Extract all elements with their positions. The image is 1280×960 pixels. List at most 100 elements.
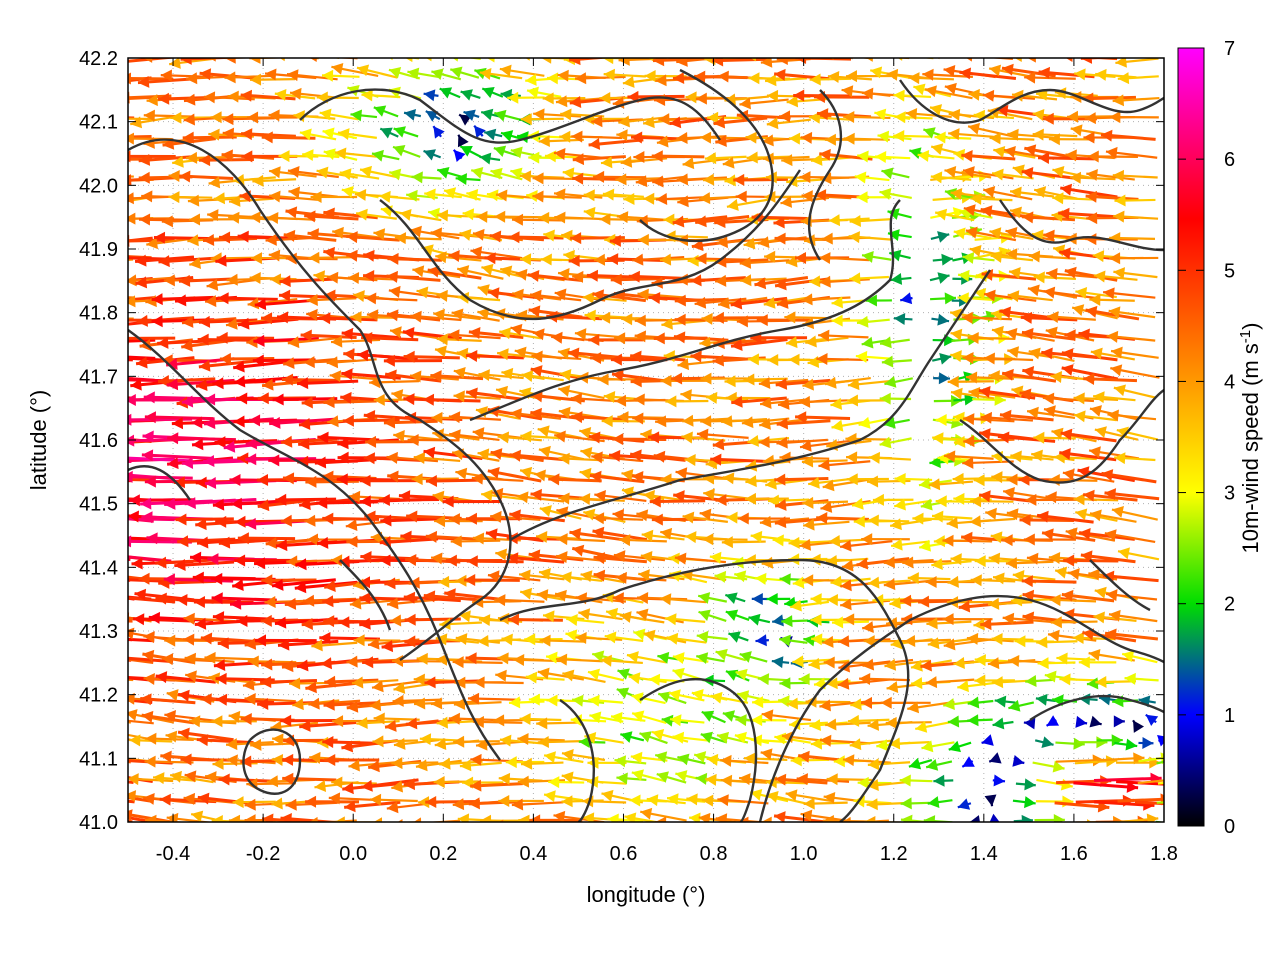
wind-arrow (542, 610, 585, 623)
wind-arrow (881, 167, 910, 180)
x-tick-label: 0.0 (339, 843, 367, 865)
wind-arrow (1113, 715, 1125, 728)
wind-arrow (137, 75, 194, 88)
wind-arrow (128, 236, 153, 243)
wind-arrow (521, 370, 564, 383)
wind-arrow (560, 108, 605, 121)
wind-arrow (411, 171, 442, 184)
wind-arrow (487, 570, 541, 583)
wind-arrow (961, 311, 1012, 324)
colorbar: 0 1 2 3 4 5 6 7 10m-wind speed (m s-1) (1177, 38, 1263, 838)
wind-arrow (587, 668, 625, 682)
wind-arrow (529, 289, 582, 302)
wind-arrow (842, 816, 889, 822)
wind-arrow (453, 735, 500, 748)
wind-arrow (499, 64, 545, 77)
wind-arrow (128, 780, 134, 784)
wind-arrow (209, 58, 216, 62)
wind-arrow (957, 680, 996, 693)
wind-arrow (518, 569, 565, 582)
wind-arrow (991, 632, 1034, 645)
terrain-contour (379, 169, 801, 321)
wind-arrow (856, 315, 890, 328)
wind-arrow (435, 633, 479, 646)
wind-arrow (473, 124, 486, 138)
colorbar-tick-label: 6 (1224, 149, 1235, 171)
wind-arrow (323, 207, 378, 220)
wind-arrow (322, 127, 358, 140)
wind-arrow (224, 71, 275, 84)
wind-arrow (1052, 192, 1094, 205)
x-tick-label: 1.2 (880, 843, 908, 865)
wind-arrow (637, 288, 686, 301)
wind-arrow (483, 128, 503, 141)
wind-arrow (383, 416, 438, 429)
wind-arrow (310, 190, 358, 203)
wind-arrow (765, 477, 808, 490)
wind-arrow (632, 412, 684, 425)
wind-arrow (622, 75, 666, 88)
wind-arrow (286, 555, 338, 568)
wind-arrow (1031, 449, 1075, 462)
wind-arrow (933, 774, 954, 787)
wind-arrow (969, 515, 1016, 528)
wind-arrow (1041, 528, 1096, 542)
wind-arrow (1013, 814, 1033, 822)
wind-arrow (961, 756, 975, 768)
wind-arrow (697, 592, 728, 604)
wind-arrow (1080, 58, 1124, 64)
wind-arrow (348, 759, 397, 772)
wind-arrow (155, 671, 216, 684)
wind-arrow (527, 269, 583, 283)
wind-arrow (464, 574, 520, 587)
wind-arrow (178, 274, 236, 287)
wind-arrow (128, 418, 132, 422)
wind-arrow (970, 495, 1014, 508)
wind-arrow (773, 811, 830, 822)
wind-arrow (1055, 737, 1085, 750)
wind-arrow (479, 152, 501, 165)
wind-arrow (1024, 71, 1076, 84)
x-tick-label: -0.2 (246, 843, 280, 865)
wind-arrow (423, 89, 439, 102)
wind-arrow (908, 757, 933, 770)
wind-arrow (618, 115, 664, 128)
wind-arrow (281, 373, 338, 386)
wind-arrow (267, 211, 316, 224)
wind-arrow (588, 137, 644, 150)
wind-arrow (1043, 286, 1096, 299)
wind-arrow (431, 68, 462, 81)
wind-arrow (1023, 717, 1036, 730)
wind-arrow (403, 109, 422, 121)
wind-arrow (828, 214, 870, 227)
wind-arrow (962, 251, 995, 264)
wind-arrow (1036, 795, 1074, 808)
wind-arrow (128, 296, 155, 302)
wind-arrow (128, 58, 173, 63)
wind-arrow (631, 253, 685, 266)
wind-arrow (128, 773, 174, 786)
wind-arrow (801, 293, 851, 306)
wind-arrow (922, 68, 973, 81)
wind-arrow (843, 613, 892, 626)
wind-arrow (796, 773, 850, 786)
wind-arrow (1058, 207, 1115, 220)
wind-arrow (819, 252, 870, 265)
wind-arrow (1115, 58, 1159, 68)
wind-arrow (268, 190, 318, 203)
wind-arrow (425, 474, 483, 487)
wind-arrow (1113, 210, 1159, 223)
wind-arrow (199, 154, 254, 167)
wind-arrow (369, 376, 419, 389)
x-tick-label: 0.2 (429, 843, 457, 865)
wind-arrow (725, 592, 746, 604)
terrain-contour (758, 594, 1164, 822)
wind-arrow (624, 812, 663, 822)
wind-arrow (279, 275, 337, 288)
wind-arrow (715, 493, 770, 506)
wind-arrow (646, 794, 686, 807)
wind-arrow (1060, 183, 1118, 199)
wind-arrow (442, 495, 502, 508)
wind-arrow (779, 634, 808, 647)
wind-arrow (371, 149, 400, 162)
